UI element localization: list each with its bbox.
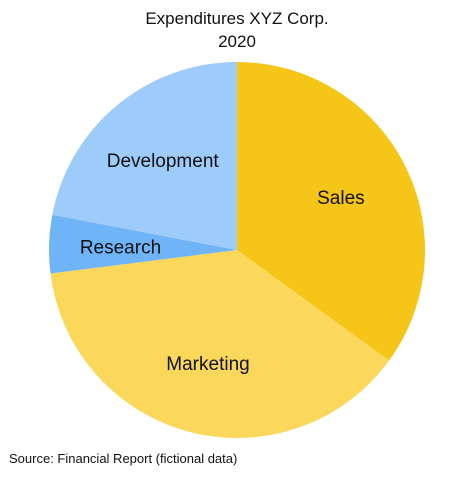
chart-subtitle: 2020 bbox=[218, 32, 256, 51]
pie-label-research: Research bbox=[80, 237, 161, 258]
chart-source: Source: Financial Report (fictional data… bbox=[9, 451, 237, 466]
pie-label-development: Development bbox=[107, 151, 220, 172]
pie-slice-sales bbox=[237, 62, 426, 361]
pie-slice-marketing bbox=[50, 250, 390, 439]
pie-slice-research bbox=[48, 214, 238, 274]
pie-label-sales: Sales bbox=[317, 188, 365, 209]
pie-labels: Sales Marketing Research Development bbox=[80, 151, 365, 375]
pie-slices bbox=[48, 62, 426, 439]
chart-title: Expenditures XYZ Corp. bbox=[145, 9, 328, 28]
pie-slice-development bbox=[52, 62, 237, 250]
pie-label-marketing: Marketing bbox=[166, 354, 249, 375]
